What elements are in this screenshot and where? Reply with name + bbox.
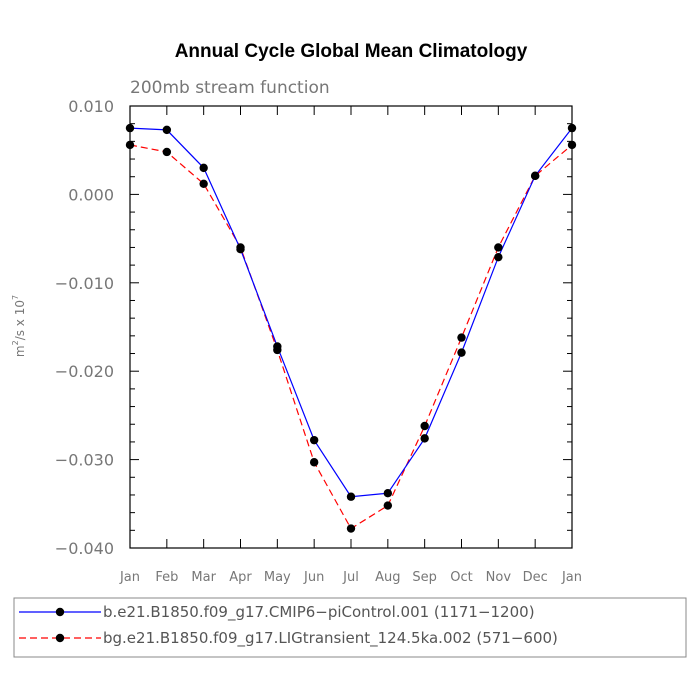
series-layer <box>125 123 577 533</box>
series-line-1 <box>129 127 573 498</box>
series-2-point <box>199 179 208 188</box>
series-1-point <box>199 163 208 173</box>
legend-marker-2 <box>55 633 65 643</box>
legend-box <box>13 597 687 658</box>
y-tick-label: −0.040 <box>55 539 114 558</box>
series-2-point <box>494 243 503 252</box>
legend: b.e21.B1850.f09_g17.CMIP6−piControl.001 … <box>19 603 558 648</box>
series-2-point <box>567 140 577 150</box>
series-2-point <box>530 171 540 181</box>
x-tick-label: May <box>264 570 291 585</box>
y-tick-label: 0.000 <box>68 185 114 204</box>
series-1-point <box>162 125 172 135</box>
series-1-point <box>457 348 466 357</box>
x-tick-label: Aug <box>375 570 400 585</box>
series-line-2 <box>129 144 573 530</box>
y-axis-label: m2/s x 107 <box>11 295 27 357</box>
series-1-point <box>346 492 356 501</box>
series-1-point <box>567 123 577 133</box>
series-2-point <box>273 345 282 355</box>
series-2-point <box>383 501 393 510</box>
series-2-point <box>457 333 466 342</box>
series-2-point <box>162 147 172 157</box>
x-tick-label: Dec <box>523 570 548 585</box>
chart-title: Annual Cycle Global Mean Climatology <box>175 41 528 62</box>
series-2-point <box>420 421 429 431</box>
series-2-point <box>346 524 356 533</box>
series-2-point <box>125 140 135 150</box>
series-1-point <box>494 252 503 262</box>
x-tick-label: Nov <box>486 570 512 585</box>
series-1-point <box>420 434 429 443</box>
series-1-point <box>125 123 135 133</box>
x-tick-label: Oct <box>450 570 472 585</box>
series-2-point <box>236 243 245 252</box>
legend-label-1: b.e21.B1850.f09_g17.CMIP6−piControl.001 … <box>103 603 535 622</box>
x-tick-label: Jan <box>561 570 582 585</box>
y-tick-label: −0.010 <box>55 274 114 293</box>
x-tick-label: Jun <box>303 570 324 585</box>
x-tick-label: Feb <box>155 570 178 585</box>
y-tick-label: −0.030 <box>55 451 114 470</box>
plot-frame <box>129 105 573 549</box>
x-tick-label: Sep <box>412 570 437 585</box>
y-tick-label: 0.010 <box>68 97 114 116</box>
legend-marker-1 <box>55 607 65 617</box>
x-tick-label: Jul <box>342 570 359 585</box>
series-2-point <box>309 458 319 467</box>
chart-subtitle: 200mb stream function <box>130 78 330 98</box>
series-1-point <box>309 435 319 445</box>
x-tick-label: Jan <box>119 570 140 585</box>
x-tick-label: Mar <box>191 570 216 585</box>
series-1-point <box>383 488 393 498</box>
legend-label-2: bg.e21.B1850.f09_g17.LIGtransient_124.5k… <box>103 629 558 648</box>
plot-axes: 0.010 0.000 −0.010 −0.020 −0.030 −0.040 Jan Feb… <box>55 97 582 585</box>
x-tick-label: Apr <box>229 570 252 585</box>
y-tick-label: −0.020 <box>55 362 114 381</box>
